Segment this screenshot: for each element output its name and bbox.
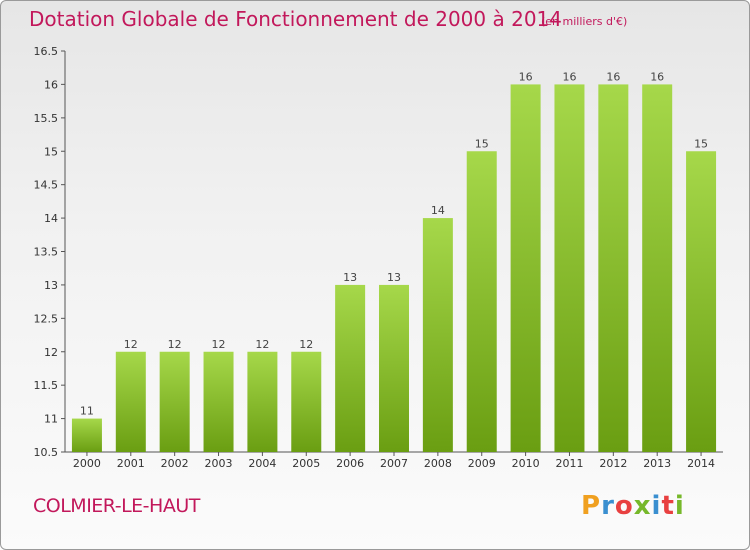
y-tick-label: 15.5 [34,112,59,125]
data-label: 12 [255,338,269,351]
bar [598,84,629,453]
logo-letter: r [601,491,615,521]
bar [554,84,585,453]
data-label: 15 [475,137,489,150]
bar [203,351,234,452]
data-label: 12 [299,338,313,351]
data-label: 16 [650,70,664,83]
bar [115,351,146,452]
data-label: 15 [694,137,708,150]
data-label: 12 [212,338,226,351]
x-tick-label: 2013 [643,457,671,470]
commune-name: COLMIER-LE-HAUT [33,495,200,517]
chart-title: Dotation Globale de Fonctionnement de 20… [29,7,562,31]
data-label: 16 [562,70,576,83]
data-label: 16 [606,70,620,83]
y-tick-label: 11 [44,413,58,426]
x-tick-label: 2001 [117,457,145,470]
y-tick-label: 11.5 [34,379,59,392]
y-tick-label: 13.5 [34,246,59,259]
data-label: 16 [519,70,533,83]
x-tick-label: 2003 [205,457,233,470]
bar [291,351,322,452]
y-tick-label: 12 [44,346,58,359]
bar [422,218,453,452]
data-label: 13 [387,271,401,284]
chart-bars: 11 12 12 12 12 12 13 13 14 15 16 16 16 16 15 [71,70,717,453]
logo-letter: x [633,491,652,521]
bar [71,418,102,452]
logo-letter: t [661,491,675,521]
y-tick-label: 14 [44,212,58,225]
x-tick-label: 2009 [468,457,496,470]
x-tick-label: 2002 [161,457,189,470]
data-label: 11 [80,405,94,418]
x-tick-label: 2011 [555,457,583,470]
bar [466,151,497,452]
bar [686,151,717,452]
y-tick-label: 14.5 [34,179,59,192]
bar [510,84,541,453]
logo-letter: i [651,491,662,521]
data-label: 13 [343,271,357,284]
data-label: 12 [124,338,138,351]
bar [335,284,366,452]
x-tick-label: 2005 [292,457,320,470]
logo-letter: i [674,491,685,521]
chart-axes: 10.5 11 11.5 12 12.5 13 13.5 14 14.5 15 15.5 16 16.5… [34,45,723,470]
x-tick-label: 2007 [380,457,408,470]
y-tick-label: 16.5 [34,45,59,58]
bar [379,284,409,452]
logo-letter: o [614,491,634,521]
logo-letter: P [581,491,602,521]
bar [247,351,278,452]
x-tick-label: 2008 [424,457,452,470]
x-tick-label: 2000 [73,457,101,470]
x-tick-label: 2006 [336,457,364,470]
chart-unit: (en milliers d'€) [541,15,628,28]
data-label: 14 [431,204,445,217]
y-tick-label: 13 [44,279,58,292]
x-tick-label: 2004 [248,457,276,470]
x-tick-label: 2014 [687,457,715,470]
y-tick-label: 15 [44,145,58,158]
data-label: 12 [168,338,182,351]
y-tick-label: 16 [44,78,58,91]
x-tick-label: 2010 [512,457,540,470]
y-tick-label: 12.5 [34,312,59,325]
y-tick-label: 10.5 [34,446,59,459]
bar [642,84,673,453]
bar [159,351,190,452]
x-tick-label: 2012 [599,457,627,470]
proxiti-logo[interactable]: Proxiti [581,491,685,521]
